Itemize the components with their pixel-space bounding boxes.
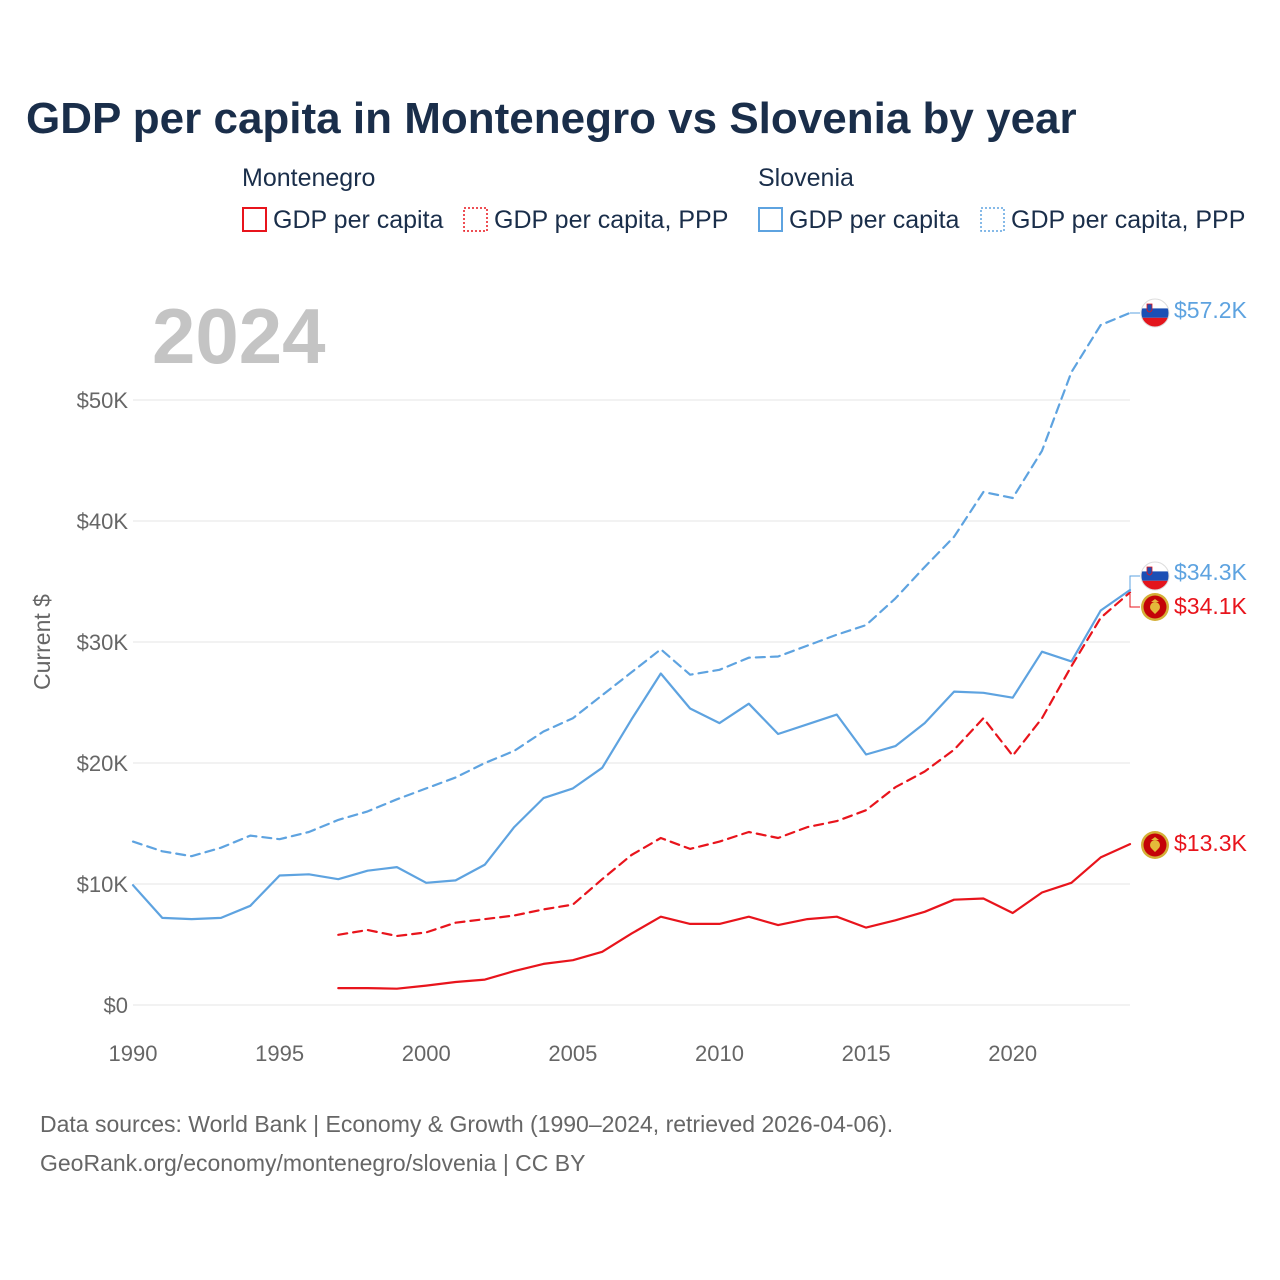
x-tick-label: 2000 <box>402 1041 451 1066</box>
year-watermark: 2024 <box>152 292 326 380</box>
series-lines <box>131 311 1132 990</box>
x-tick-label: 2005 <box>548 1041 597 1066</box>
legend-group-montenegro: Montenegro <box>242 164 375 192</box>
legend-item-montenegro-gdp: GDP per capita <box>273 206 444 234</box>
y-tick-label: $40K <box>77 509 129 534</box>
slovenia-flag-icon <box>1140 561 1170 591</box>
y-tick-label: $20K <box>77 751 129 776</box>
series-line-montenegro-gdp-per-capita-ppp <box>337 591 1132 938</box>
end-label-montenegro-ppp: $34.1K <box>1174 593 1248 619</box>
x-axis-ticks: 1990 1995 2000 2005 2010 2015 2020 <box>109 1041 1038 1066</box>
montenegro-flag-icon <box>1141 593 1169 621</box>
x-tick-label: 1995 <box>255 1041 304 1066</box>
end-label-slovenia-gdp: $34.3K <box>1174 559 1248 585</box>
source-line-1: Data sources: World Bank | Economy & Gro… <box>40 1111 893 1137</box>
end-label-slovenia-ppp: $57.2K <box>1174 297 1248 323</box>
gridlines <box>133 399 1130 1006</box>
series-line-slovenia-gdp-per-capita <box>131 588 1132 921</box>
x-tick-label: 2015 <box>842 1041 891 1066</box>
end-label-montenegro-gdp: $13.3K <box>1174 830 1248 856</box>
x-tick-label: 2020 <box>988 1041 1037 1066</box>
legend-swatch-montenegro-ppp <box>463 207 488 232</box>
x-tick-label: 2010 <box>695 1041 744 1066</box>
end-markers: $57.2K $34.3K $34.1K $13.3K <box>1129 297 1248 859</box>
montenegro-flag-icon <box>1141 831 1169 859</box>
legend-item-slovenia-gdp: GDP per capita <box>789 206 960 234</box>
y-axis-ticks: $0 $10K $20K $30K $40K $50K <box>77 388 129 1018</box>
legend: Montenegro GDP per capita GDP per capita… <box>242 164 1245 234</box>
legend-item-slovenia-ppp: GDP per capita, PPP <box>1011 206 1245 234</box>
y-tick-label: $0 <box>104 993 128 1018</box>
series-line-slovenia-gdp-per-capita-ppp <box>131 311 1132 858</box>
leader-slovenia-gdp <box>1129 575 1140 592</box>
legend-item-montenegro-ppp: GDP per capita, PPP <box>494 206 728 234</box>
legend-group-slovenia: Slovenia <box>758 164 854 192</box>
y-tick-label: $10K <box>77 872 129 897</box>
y-tick-label: $50K <box>77 388 129 413</box>
x-tick-label: 1990 <box>109 1041 158 1066</box>
legend-swatch-slovenia-ppp <box>980 207 1005 232</box>
leader-montenegro-ppp <box>1129 594 1140 608</box>
y-axis-label: Current $ <box>29 594 55 690</box>
source-line-2: GeoRank.org/economy/montenegro/slovenia … <box>40 1150 585 1176</box>
y-tick-label: $30K <box>77 630 129 655</box>
series-line-montenegro-gdp-per-capita <box>337 842 1132 990</box>
slovenia-flag-icon <box>1140 298 1170 328</box>
legend-swatch-montenegro-gdp <box>242 207 267 232</box>
chart-title: GDP per capita in Montenegro vs Slovenia… <box>26 94 1077 143</box>
legend-swatch-slovenia-gdp <box>758 207 783 232</box>
